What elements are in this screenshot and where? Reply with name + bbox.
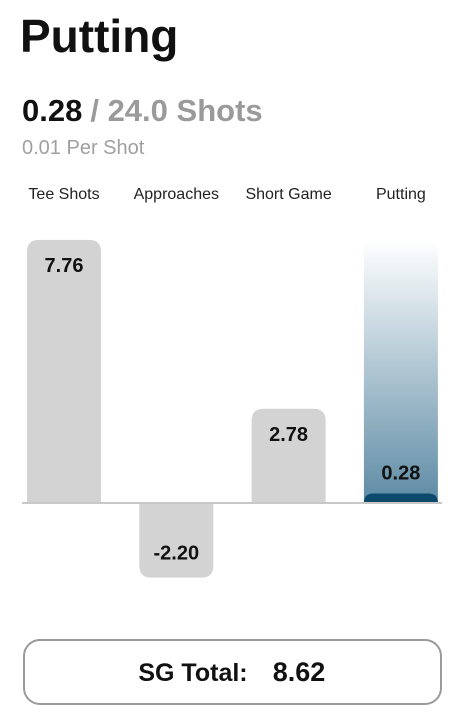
bar xyxy=(27,239,101,503)
total-box xyxy=(23,639,442,705)
total-label: SG Total: xyxy=(138,659,247,687)
strokes: 0.28 xyxy=(22,93,82,128)
highlight-column xyxy=(363,240,438,503)
summary: 0.28/ 24.0 Shots xyxy=(22,93,263,128)
value-label: 0.28 xyxy=(381,463,420,485)
category-label: Tee Shots xyxy=(28,186,99,203)
value-label: -2.20 xyxy=(154,543,200,565)
category-label: Short Game xyxy=(245,186,331,203)
value-label: 7.76 xyxy=(45,255,84,277)
chart: Tee Shots 7.76 Approaches -2.20 Short Game 2.… xyxy=(22,186,442,578)
category-label: Approaches xyxy=(134,186,219,203)
bar xyxy=(363,493,438,503)
page-title: Putting xyxy=(20,10,178,62)
total-value: 8.62 xyxy=(273,657,326,687)
bar xyxy=(139,503,214,578)
category-label: Putting xyxy=(376,186,426,203)
value-label: 2.78 xyxy=(269,424,308,446)
per-shot: 0.01 Per Shot xyxy=(22,137,145,159)
shots: / 24.0 Shots xyxy=(90,93,262,128)
bar xyxy=(251,408,326,503)
